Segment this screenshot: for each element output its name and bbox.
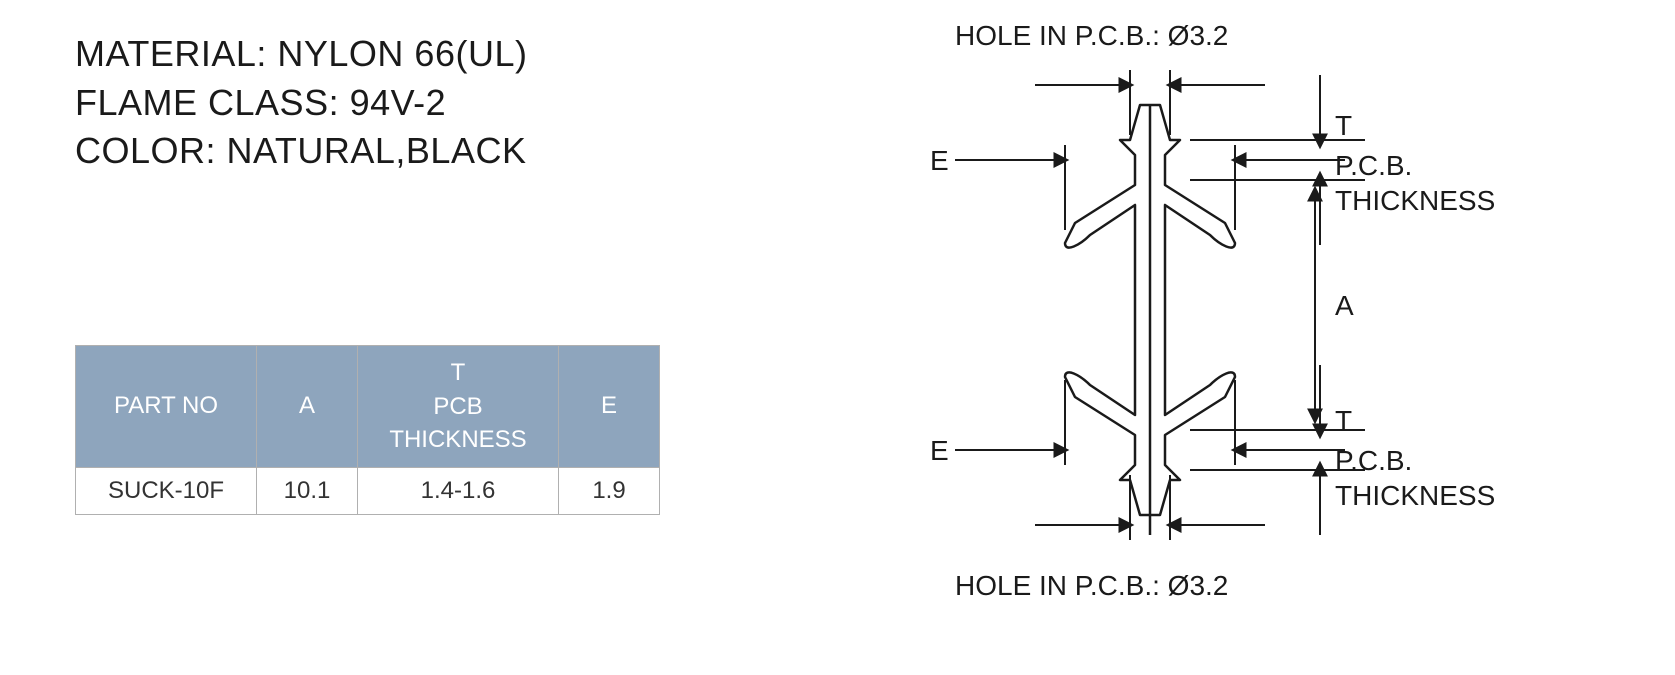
color-value: NATURAL,BLACK	[227, 130, 527, 171]
dim-t-top: T	[1335, 110, 1352, 141]
color-label: COLOR:	[75, 130, 216, 171]
cell-e: 1.9	[559, 467, 660, 514]
hole-top-label: HOLE IN P.C.B.: Ø3.2	[955, 20, 1228, 51]
dimensions-table: PART NO A T PCB THICKNESS E SUCK-10F 10.…	[75, 345, 660, 515]
col-part-no: PART NO	[76, 346, 257, 468]
hole-bottom-label: HOLE IN P.C.B.: Ø3.2	[955, 570, 1228, 601]
cell-part-no: SUCK-10F	[76, 467, 257, 514]
table-row: SUCK-10F 10.1 1.4-1.6 1.9	[76, 467, 660, 514]
dim-pcb-bot-l2: THICKNESS	[1335, 480, 1495, 511]
dim-a: A	[1335, 290, 1354, 321]
dim-pcb-top-l2: THICKNESS	[1335, 185, 1495, 216]
col-t: T PCB THICKNESS	[358, 346, 559, 468]
spec-text: MATERIAL: NYLON 66(UL) FLAME CLASS: 94V-…	[75, 30, 527, 176]
dim-pcb-top-l1: P.C.B.	[1335, 150, 1412, 181]
part-diagram: HOLE IN P.C.B.: Ø3.2 HOLE IN P.C.B.: Ø3.…	[895, 15, 1575, 655]
col-e: E	[559, 346, 660, 468]
cell-a: 10.1	[257, 467, 358, 514]
flame-value: 94V-2	[350, 82, 447, 123]
table-header-row: PART NO A T PCB THICKNESS E	[76, 346, 660, 468]
col-a: A	[257, 346, 358, 468]
material-value: NYLON 66(UL)	[277, 33, 527, 74]
dim-pcb-bot-l1: P.C.B.	[1335, 445, 1412, 476]
material-label: MATERIAL:	[75, 33, 267, 74]
dim-t-bottom: T	[1335, 405, 1352, 436]
flame-label: FLAME CLASS:	[75, 82, 339, 123]
cell-t: 1.4-1.6	[358, 467, 559, 514]
dim-e-bottom: E	[930, 435, 949, 466]
dim-e-top: E	[930, 145, 949, 176]
